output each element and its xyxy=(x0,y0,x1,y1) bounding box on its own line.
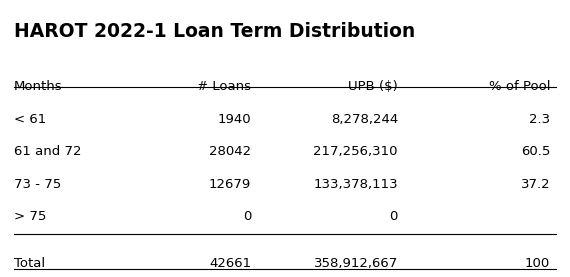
Text: 42661: 42661 xyxy=(209,257,251,270)
Text: 217,256,310: 217,256,310 xyxy=(314,145,398,158)
Text: < 61: < 61 xyxy=(14,113,46,126)
Text: 61 and 72: 61 and 72 xyxy=(14,145,82,158)
Text: 0: 0 xyxy=(389,211,398,224)
Text: UPB ($): UPB ($) xyxy=(348,80,398,93)
Text: 60.5: 60.5 xyxy=(521,145,550,158)
Text: 100: 100 xyxy=(525,257,550,270)
Text: 37.2: 37.2 xyxy=(520,178,550,191)
Text: 8,278,244: 8,278,244 xyxy=(331,113,398,126)
Text: Months: Months xyxy=(14,80,63,93)
Text: HAROT 2022-1 Loan Term Distribution: HAROT 2022-1 Loan Term Distribution xyxy=(14,22,416,41)
Text: 73 - 75: 73 - 75 xyxy=(14,178,62,191)
Text: 28042: 28042 xyxy=(209,145,251,158)
Text: > 75: > 75 xyxy=(14,211,46,224)
Text: 133,378,113: 133,378,113 xyxy=(314,178,398,191)
Text: 2.3: 2.3 xyxy=(529,113,550,126)
Text: 358,912,667: 358,912,667 xyxy=(314,257,398,270)
Text: 0: 0 xyxy=(243,211,251,224)
Text: # Loans: # Loans xyxy=(197,80,251,93)
Text: Total: Total xyxy=(14,257,45,270)
Text: 1940: 1940 xyxy=(218,113,251,126)
Text: % of Pool: % of Pool xyxy=(489,80,550,93)
Text: 12679: 12679 xyxy=(209,178,251,191)
